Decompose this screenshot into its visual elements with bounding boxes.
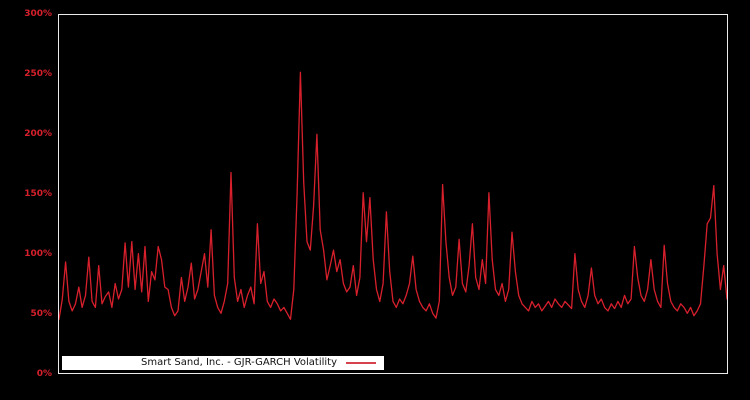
y-tick-300: 300% <box>24 9 52 19</box>
legend: Smart Sand, Inc. - GJR-GARCH Volatility <box>62 356 384 370</box>
y-tick-0: 0% <box>36 369 52 379</box>
y-tick-150: 150% <box>24 189 52 199</box>
y-tick-100: 100% <box>24 249 52 259</box>
volatility-line-series <box>59 71 727 320</box>
y-tick-50: 50% <box>30 309 52 319</box>
legend-label: Smart Sand, Inc. - GJR-GARCH Volatility <box>141 357 337 368</box>
legend-line-sample-icon <box>346 362 376 364</box>
y-tick-200: 200% <box>24 129 52 139</box>
y-tick-250: 250% <box>24 69 52 79</box>
plot-area: Smart Sand, Inc. - GJR-GARCH Volatility <box>58 14 728 374</box>
